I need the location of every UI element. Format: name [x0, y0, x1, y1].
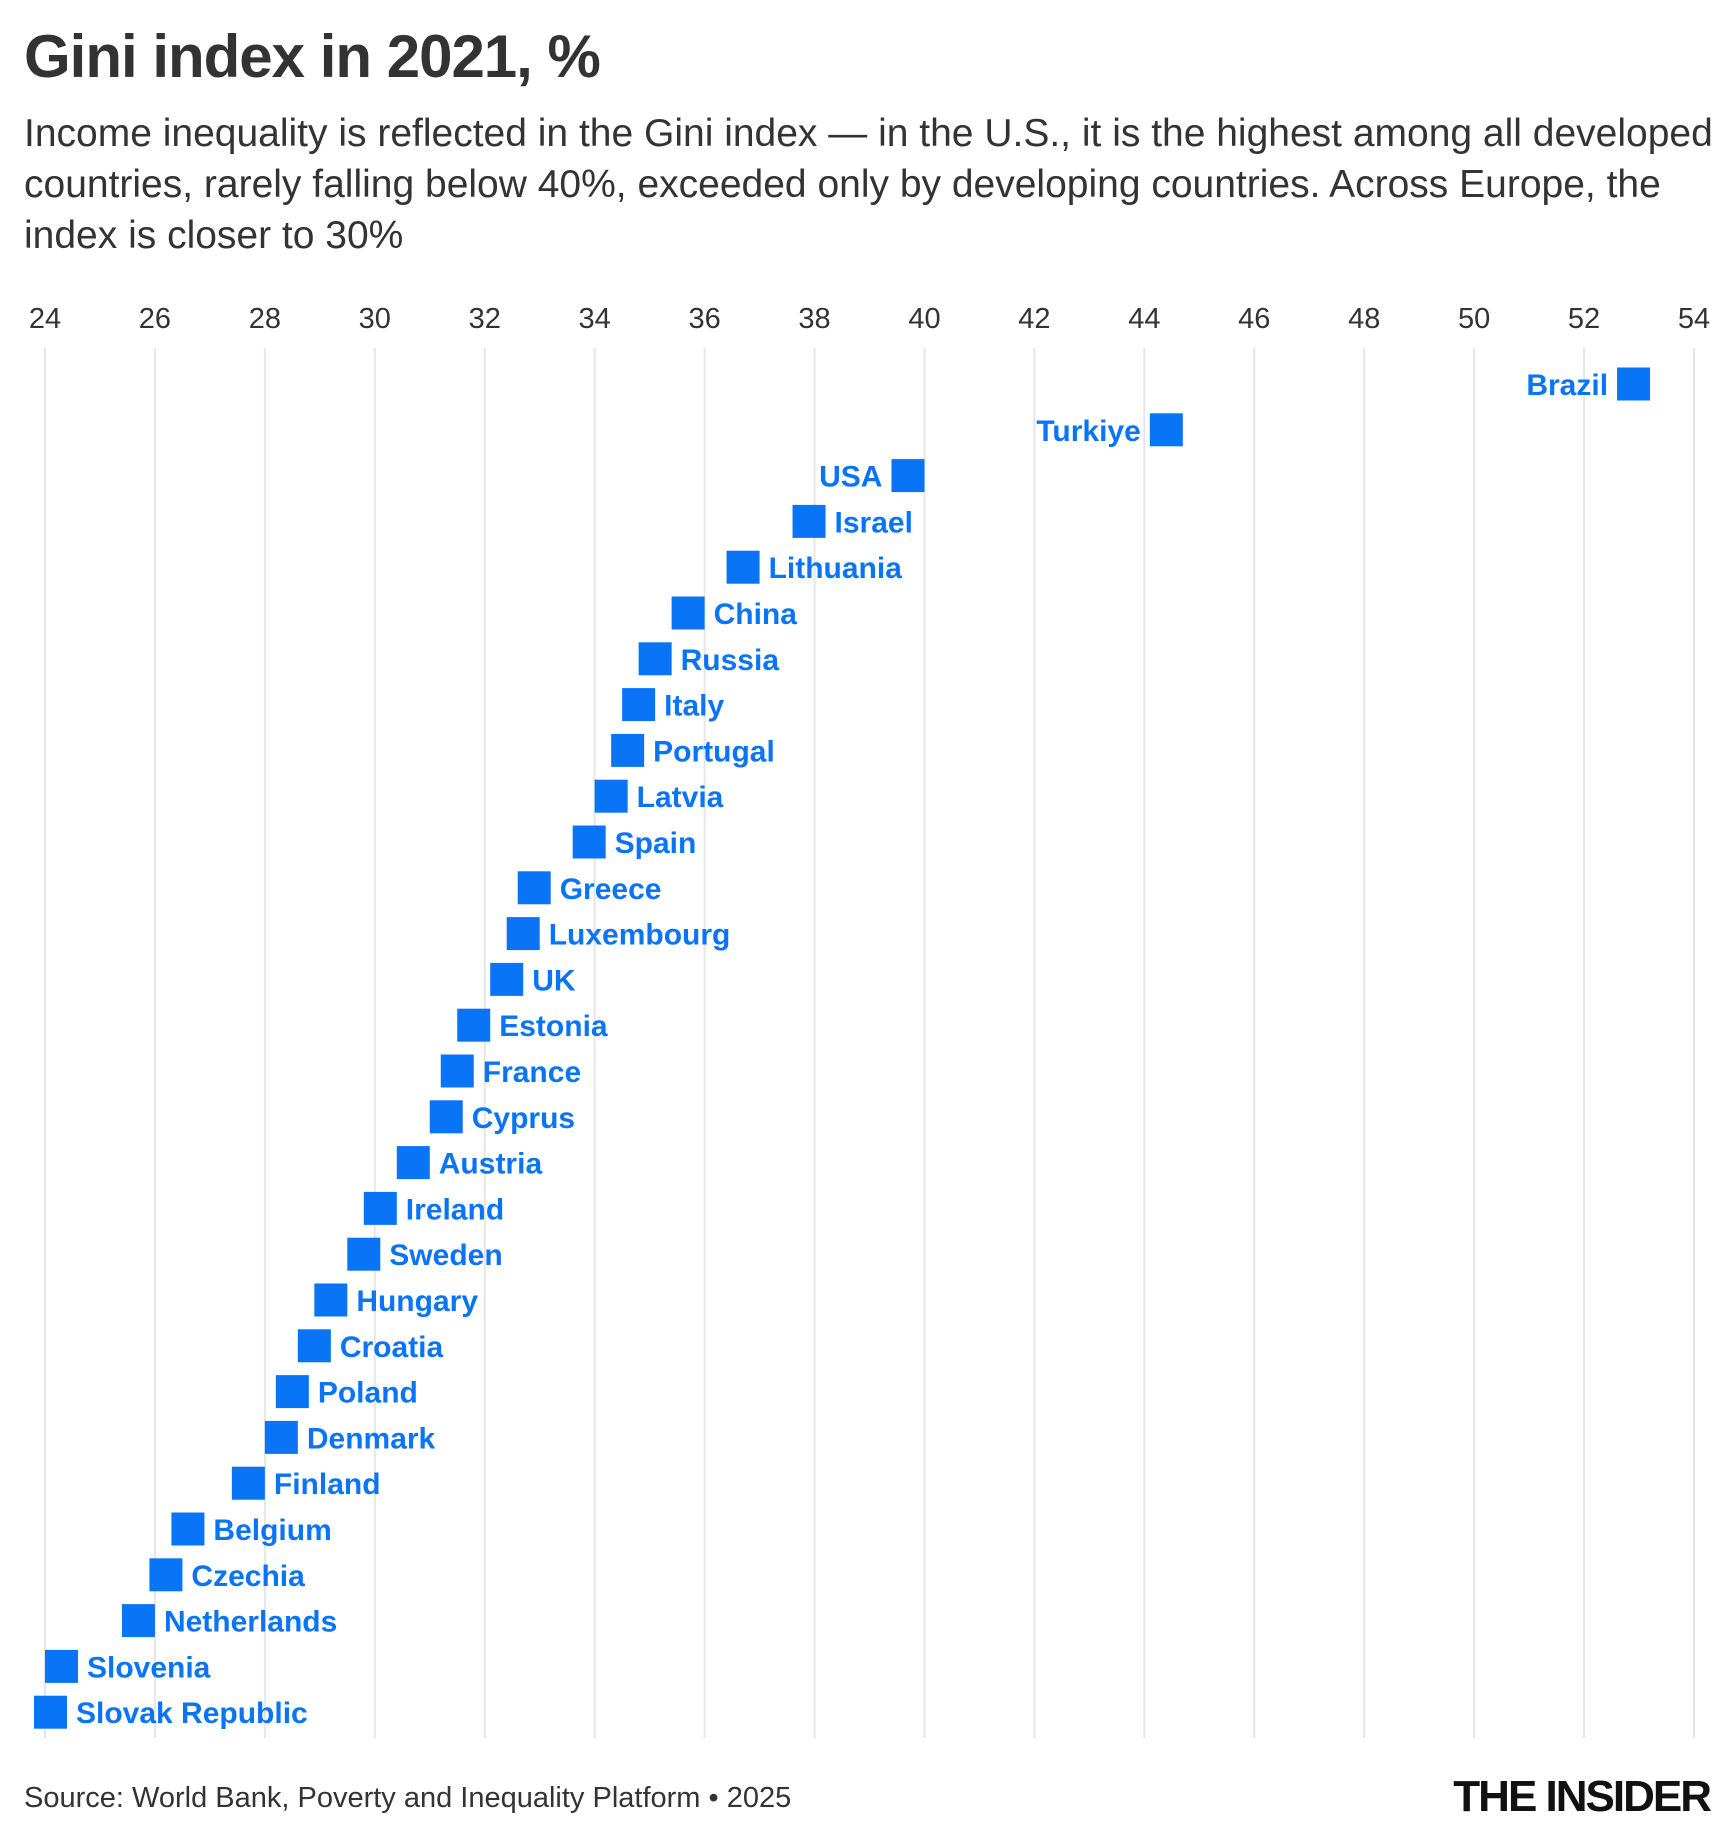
data-point-marker — [506, 917, 540, 951]
data-point-marker — [231, 1466, 265, 1500]
data-point-marker — [171, 1512, 205, 1546]
x-tick-label: 30 — [359, 303, 391, 335]
data-point-marker — [149, 1558, 183, 1592]
data-point-marker — [457, 1008, 491, 1042]
data-point-label: Croatia — [340, 1331, 444, 1364]
data-point-label: China — [714, 598, 798, 631]
data-point-marker — [33, 1695, 67, 1729]
x-tick-label: 32 — [469, 303, 501, 335]
data-point-marker — [275, 1375, 309, 1409]
chart-title: Gini index in 2021, % — [24, 23, 601, 90]
x-tick-label: 50 — [1458, 303, 1490, 335]
data-point-label: Belgium — [213, 1514, 331, 1547]
data-point-marker — [1149, 413, 1183, 447]
x-tick-label: 44 — [1128, 303, 1160, 335]
data-point-label: Estonia — [499, 1010, 608, 1043]
dot-chart: 24 26 28 30 32 34 36 38 40 42 44 46 48 50 52 54 Brazil Tu… — [29, 303, 1710, 1738]
data-point-marker — [396, 1146, 430, 1180]
data-point-label: Latvia — [637, 781, 724, 814]
data-point-marker — [264, 1420, 298, 1454]
data-point-label: Czechia — [191, 1560, 305, 1593]
data-point-marker — [44, 1649, 78, 1683]
data-point-marker — [726, 550, 760, 584]
x-tick-label: 40 — [908, 303, 940, 335]
data-point-label: Turkiye — [1036, 415, 1141, 448]
data-point-label: Israel — [835, 506, 913, 539]
data-point-label: Ireland — [406, 1193, 504, 1226]
x-tick-label: 38 — [798, 303, 830, 335]
x-tick-label: 48 — [1348, 303, 1380, 335]
data-point-marker — [792, 504, 826, 538]
data-point-marker — [611, 733, 645, 767]
data-point-label: Poland — [318, 1377, 418, 1410]
data-point-label: Portugal — [653, 735, 775, 768]
data-point-label: UK — [532, 964, 576, 997]
data-point-marker — [297, 1329, 331, 1363]
the-insider-logo: THE INSIDER — [1453, 1772, 1712, 1821]
data-point-label: France — [483, 1056, 581, 1089]
data-point-label: Slovenia — [87, 1651, 211, 1684]
data-point-marker — [429, 1100, 463, 1134]
data-point-label: Netherlands — [164, 1606, 337, 1639]
data-point-marker — [594, 779, 628, 813]
data-point-marker — [314, 1283, 348, 1317]
data-point-marker — [891, 459, 925, 493]
x-tick-label: 34 — [579, 303, 611, 335]
x-tick-label: 24 — [29, 303, 61, 335]
data-point-label: Lithuania — [769, 552, 903, 585]
x-tick-label: 54 — [1678, 303, 1710, 335]
data-point-marker — [490, 962, 524, 996]
x-tick-label: 46 — [1238, 303, 1270, 335]
data-point-label: Luxembourg — [549, 919, 731, 952]
data-point-marker — [1617, 367, 1651, 401]
x-tick-label: 36 — [688, 303, 720, 335]
data-point-marker — [363, 1191, 397, 1225]
data-point-label: Cyprus — [472, 1102, 575, 1135]
data-point-marker — [622, 688, 656, 722]
data-point-label: Finland — [274, 1468, 381, 1501]
data-point-marker — [347, 1237, 381, 1271]
data-point-label: Russia — [681, 644, 780, 677]
data-point-label: Slovak Republic — [76, 1697, 308, 1730]
x-tick-label: 26 — [139, 303, 171, 335]
data-point-label: Brazil — [1526, 369, 1608, 402]
data-point-marker — [572, 825, 606, 859]
data-point-label: Austria — [439, 1148, 543, 1181]
data-point-marker — [121, 1604, 155, 1638]
x-tick-label: 42 — [1018, 303, 1050, 335]
data-point-label: Greece — [560, 873, 662, 906]
data-point-label: Spain — [615, 827, 697, 860]
x-tick-label: 52 — [1568, 303, 1600, 335]
data-point-marker — [671, 596, 705, 630]
data-point-label: Italy — [664, 690, 724, 723]
source-note: Source: World Bank, Poverty and Inequali… — [24, 1782, 792, 1814]
data-point-marker — [638, 642, 672, 676]
data-point-marker — [517, 871, 551, 905]
data-point-label: Denmark — [307, 1422, 436, 1455]
chart-subtitle: Income inequality is reflected in the Gi… — [24, 112, 1713, 257]
data-point-label: Sweden — [389, 1239, 502, 1272]
x-tick-label: 28 — [249, 303, 281, 335]
data-point-label: Hungary — [356, 1285, 478, 1318]
data-point-marker — [440, 1054, 474, 1088]
data-point-label: USA — [819, 461, 882, 494]
